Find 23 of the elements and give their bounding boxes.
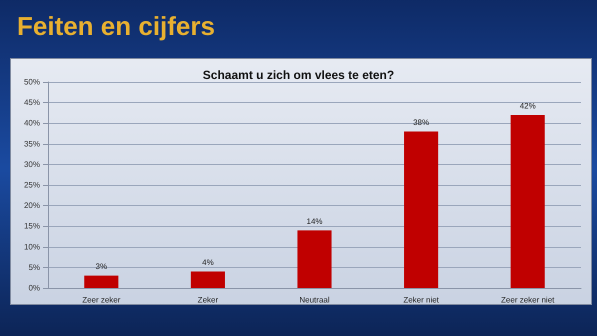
y-tick-label: 20% xyxy=(24,201,40,210)
chart-title: Feiten en cijfers xyxy=(17,11,215,41)
data-label: 4% xyxy=(202,258,214,268)
x-tick-label: Zeker niet xyxy=(403,296,440,304)
data-label: 42% xyxy=(520,101,536,110)
data-label: 38% xyxy=(413,118,430,127)
y-tick-label: 50% xyxy=(24,78,40,86)
y-tick-label: 40% xyxy=(24,118,40,128)
chart-subtitle: Schaamt u zich om vlees te eten? xyxy=(202,68,394,82)
x-tick-label: Neutraal xyxy=(299,296,330,304)
y-tick-label: 45% xyxy=(24,98,40,108)
x-tick-label: Zeker xyxy=(198,296,218,304)
x-tick-label: Zeer zeker niet xyxy=(501,296,556,304)
x-tick-label: Zeer zeker xyxy=(82,296,121,304)
y-tick-label: 25% xyxy=(24,180,40,190)
y-tick-label: 35% xyxy=(24,139,40,148)
y-tick-label: 0% xyxy=(28,284,40,292)
y-tick-label: 30% xyxy=(24,160,40,169)
y-tick-label: 10% xyxy=(24,242,40,252)
data-label: 3% xyxy=(96,262,108,272)
y-tick-label: 5% xyxy=(28,262,40,272)
y-tick-label: 15% xyxy=(24,222,40,231)
data-label: 14% xyxy=(306,216,323,226)
